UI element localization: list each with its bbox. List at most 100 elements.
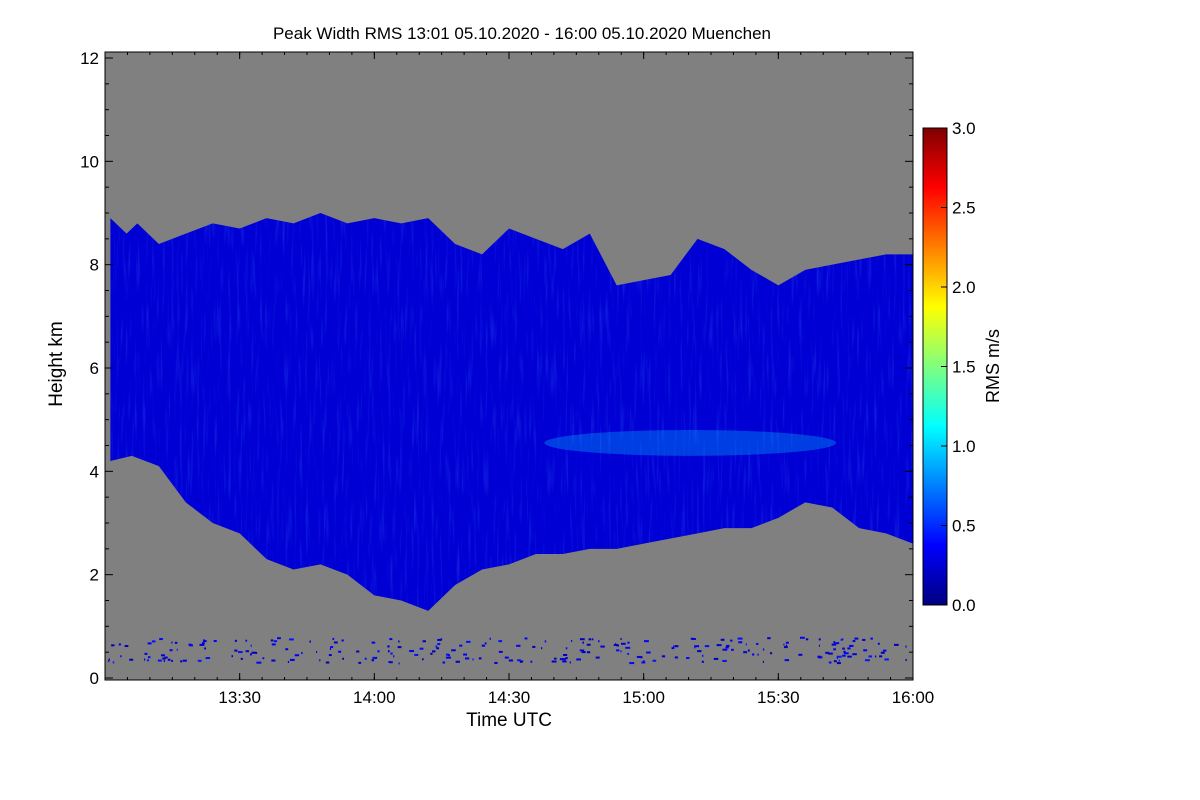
echo-pixel: [437, 638, 442, 641]
echo-pixel: [256, 651, 258, 654]
echo-pixel: [390, 652, 393, 655]
echo-pixel: [328, 654, 332, 657]
echo-pixel: [108, 658, 110, 661]
echo-pixel: [701, 654, 704, 657]
echo-pixel: [163, 660, 165, 663]
echo-pixel: [447, 654, 450, 657]
echo-pixel: [159, 638, 163, 641]
echo-pixel: [289, 658, 295, 661]
echo-pixel: [245, 650, 250, 653]
echo-pixel: [674, 645, 679, 648]
echo-pixel: [436, 647, 440, 650]
echo-pixel: [118, 643, 121, 646]
colorbar-tick-label: 0.0: [952, 596, 976, 615]
x-tick-label: 14:30: [488, 688, 531, 707]
echo-pixel: [389, 638, 393, 641]
echo-pixel: [171, 659, 173, 662]
echo-pixel: [852, 653, 857, 656]
echo-pixel: [600, 645, 605, 648]
echo-pixel: [644, 640, 649, 643]
echo-pixel: [169, 649, 173, 652]
echo-pixel: [836, 655, 842, 658]
colorbar-tick-label: 2.0: [952, 278, 976, 297]
echo-pixel: [783, 646, 788, 649]
echo-pixel: [197, 659, 202, 662]
y-tick-label: 6: [90, 359, 99, 378]
echo-pixel: [124, 645, 129, 648]
echo-pixel: [516, 644, 521, 647]
echo-pixel: [414, 653, 419, 656]
echo-pixel: [329, 647, 332, 650]
echo-pixel: [319, 659, 321, 662]
echo-pixel: [504, 656, 509, 659]
echo-pixel: [342, 657, 344, 660]
echo-pixel: [541, 647, 543, 650]
echo-pixel: [559, 658, 564, 661]
echo-pixel: [730, 639, 733, 642]
echo-pixel: [174, 641, 178, 644]
echo-pixel: [234, 639, 238, 642]
echo-pixel: [879, 655, 883, 658]
y-tick-label: 2: [90, 566, 99, 585]
echo-pixel: [472, 658, 474, 661]
echo-pixel: [146, 659, 149, 662]
echo-pixel: [701, 660, 704, 663]
echo-pixel: [646, 651, 651, 654]
echo-pixel: [445, 656, 451, 659]
echo-pixel: [874, 655, 877, 658]
echo-pixel: [836, 662, 841, 665]
chart-title: Peak Width RMS 13:01 05.10.2020 - 16:00 …: [273, 24, 771, 43]
echo-pixel: [245, 639, 248, 642]
colorbar: 0.0 0.5 1.0 1.5 2.0 2.5 3.0 RMS m/s: [922, 119, 1003, 615]
echo-pixel: [256, 661, 262, 664]
x-tick-label: 15:30: [757, 688, 800, 707]
echo-pixel: [847, 647, 851, 650]
echo-pixel: [722, 659, 727, 662]
echo-pixel: [842, 647, 845, 650]
echo-pixel: [148, 656, 151, 659]
echo-pixel: [517, 659, 521, 662]
echo-pixel: [756, 642, 759, 645]
echo-pixel: [484, 642, 487, 645]
echo-pixel: [894, 643, 899, 646]
echo-pixel: [805, 638, 809, 641]
echo-pixel: [616, 649, 620, 652]
echo-pixel: [287, 661, 290, 664]
echo-pixel: [289, 638, 294, 641]
colorbar-tick-label: 2.5: [952, 199, 976, 218]
echo-pixel: [203, 640, 207, 643]
echo-pixel: [189, 644, 193, 647]
echo-pixel: [481, 644, 486, 647]
echo-pixel: [671, 647, 675, 650]
echo-pixel: [544, 640, 547, 643]
echo-pixel: [905, 645, 907, 648]
echo-pixel: [234, 649, 238, 652]
echo-pixel: [562, 660, 567, 663]
echo-pixel: [757, 653, 759, 656]
x-tick-label: 15:00: [622, 688, 665, 707]
echo-pixel: [478, 657, 482, 660]
echo-pixel: [833, 648, 836, 651]
echo-pixel: [387, 650, 390, 653]
echo-pixel: [697, 650, 702, 653]
echo-pixel: [905, 659, 907, 662]
echo-pixel: [745, 643, 747, 646]
echo-pixel: [498, 640, 503, 643]
echo-pixel: [440, 638, 443, 641]
low-level-echoes: [108, 636, 913, 665]
echo-pixel: [620, 638, 622, 641]
echo-pixel: [372, 657, 376, 660]
echo-pixel: [818, 644, 820, 647]
echo-pixel: [738, 641, 743, 644]
echo-pixel: [377, 650, 380, 653]
echo-pixel: [551, 660, 557, 663]
echo-pixel: [161, 654, 165, 657]
echo-pixel: [833, 660, 837, 663]
echo-pixel: [834, 642, 840, 645]
echo-pixel: [598, 640, 600, 643]
y-tick-label: 8: [90, 256, 99, 275]
echo-pixel: [882, 649, 887, 652]
echo-pixel: [397, 646, 402, 649]
echo-pixel: [620, 650, 622, 653]
echo-pixel: [508, 659, 513, 662]
